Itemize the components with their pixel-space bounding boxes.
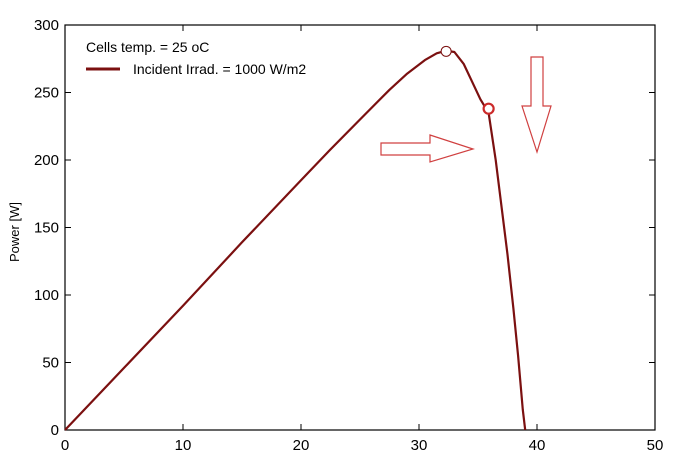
x-tick-label: 20	[293, 437, 310, 454]
y-tick-label: 200	[34, 152, 59, 169]
x-tick-label: 40	[529, 437, 546, 454]
annotation-arrows	[380, 56, 552, 163]
x-tick-label: 0	[61, 437, 69, 454]
y-tick-label: 50	[42, 355, 59, 372]
x-axis-ticks: 0 10 20 30 40 50	[61, 25, 664, 454]
right-arrow-annotation	[380, 134, 476, 163]
down-arrow-annotation	[521, 56, 552, 154]
operating-point-marker	[482, 102, 495, 115]
series-line	[64, 49, 527, 431]
marker-layer	[440, 45, 495, 115]
y-tick-label: 150	[34, 220, 59, 237]
y-axis-label: Power [W]	[7, 202, 22, 262]
plot-area	[64, 24, 656, 431]
x-tick-label: 50	[647, 437, 664, 454]
legend: Cells temp. = 25 oC Incident Irrad. = 10…	[86, 39, 306, 77]
y-axis-ticks: 0 50 100 150 200 250 300	[34, 17, 655, 439]
y-tick-label: 250	[34, 85, 59, 102]
y-tick-label: 100	[34, 287, 59, 304]
series-layer	[64, 49, 527, 431]
legend-entry-label: Incident Irrad. = 1000 W/m2	[133, 61, 306, 77]
x-tick-label: 10	[175, 437, 192, 454]
x-tick-label: 30	[411, 437, 428, 454]
legend-header: Cells temp. = 25 oC	[86, 39, 209, 55]
y-tick-label: 300	[34, 17, 59, 34]
max-power-point-marker	[440, 45, 452, 57]
y-tick-label: 0	[51, 422, 59, 439]
